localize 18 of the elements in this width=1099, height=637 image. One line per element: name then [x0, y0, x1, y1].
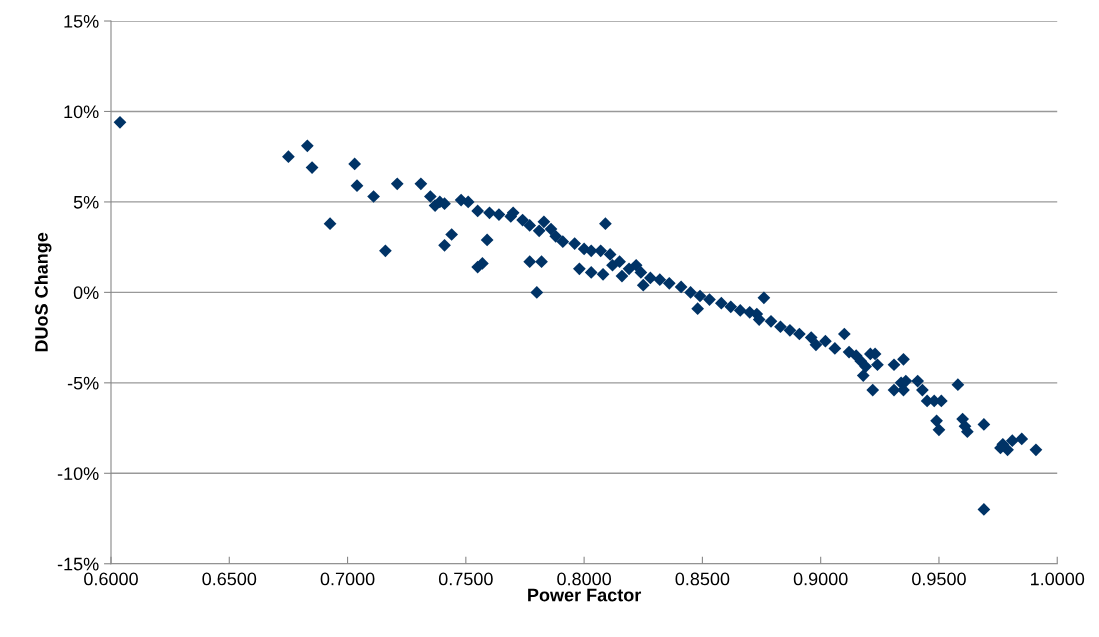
x-tick-label: 0.7000 [320, 572, 375, 586]
x-tick-label: 0.8500 [675, 572, 730, 586]
x-tick-label: 0.7500 [438, 572, 493, 586]
y-axis-title: DUoS Change [34, 232, 52, 352]
x-tick-label: 0.9500 [912, 572, 966, 586]
y-tick-label: -15% [57, 557, 99, 571]
x-axis-title: Power Factor [528, 588, 642, 602]
x-tick-label: 0.6000 [84, 572, 138, 586]
y-tick-label: 0% [73, 286, 99, 300]
y-tick-label: -5% [67, 376, 99, 390]
y-tick-label: 5% [73, 195, 99, 209]
x-tick-label: 0.6500 [202, 572, 257, 586]
y-tick-label: 10% [64, 105, 99, 119]
y-tick-label: -10% [57, 467, 99, 481]
x-tick-label: 1.0000 [1031, 572, 1085, 586]
x-tick-label: 0.8000 [557, 572, 612, 586]
y-tick-label: 15% [64, 15, 99, 28]
x-tick-label: 0.9000 [793, 572, 848, 586]
